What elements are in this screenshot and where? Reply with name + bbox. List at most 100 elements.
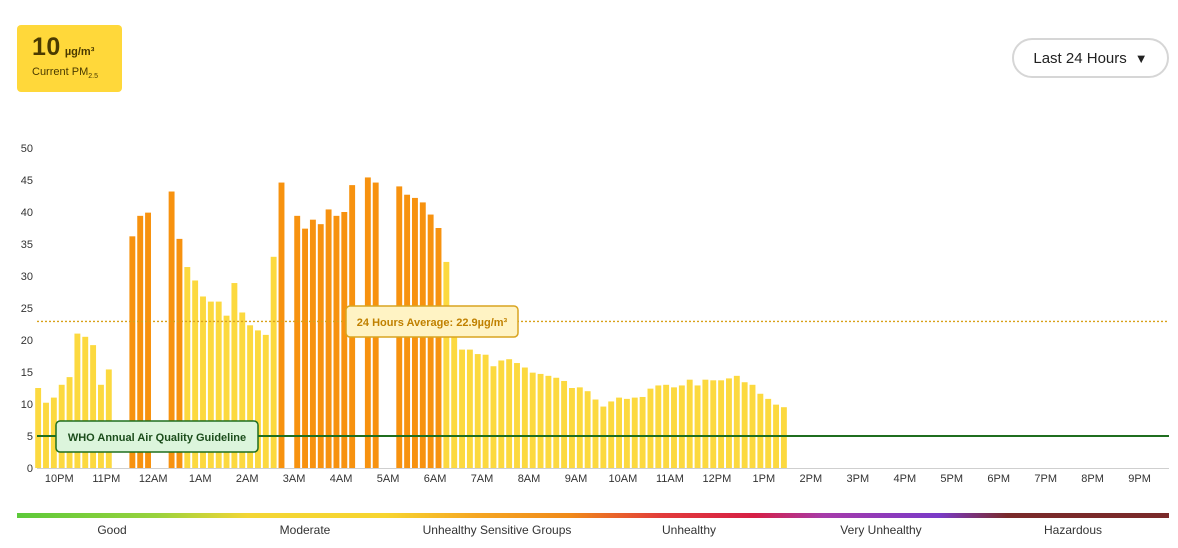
legend-label: Unhealthy Sensitive Groups <box>422 523 572 537</box>
legend-label: Very Unhealthy <box>840 523 922 537</box>
bar <box>647 388 654 468</box>
bar <box>302 228 308 468</box>
bar <box>443 261 450 468</box>
x-tick-label: 3AM <box>283 473 306 485</box>
current-pm25-value: 10 <box>32 33 61 61</box>
current-pm25-label: Current PM2.5 <box>32 66 122 80</box>
bar <box>137 215 144 468</box>
y-tick-label: 15 <box>21 367 33 379</box>
y-tick-label: 35 <box>21 239 33 251</box>
bar <box>231 283 238 468</box>
time-range-dropdown[interactable]: Last 24 Hours ▼ <box>1012 38 1169 78</box>
bar <box>663 384 670 468</box>
x-tick-label: 5PM <box>940 473 963 485</box>
bar <box>270 256 277 468</box>
bar <box>317 224 324 468</box>
bar <box>537 373 544 468</box>
who-guideline-label: WHO Annual Air Quality Guideline <box>68 432 246 444</box>
bar <box>184 267 191 468</box>
bar <box>427 214 434 468</box>
y-tick-label: 40 <box>21 207 33 219</box>
x-tick-label: 3PM <box>846 473 869 485</box>
x-tick-label: 2AM <box>236 473 259 485</box>
bar <box>561 380 568 468</box>
bar <box>451 313 458 468</box>
bar <box>223 315 230 468</box>
current-label-subscript: 2.5 <box>88 73 98 81</box>
x-tick-label: 4AM <box>330 473 353 485</box>
bar <box>35 388 42 468</box>
bar <box>514 363 520 468</box>
bar <box>255 330 261 468</box>
bar <box>576 387 583 468</box>
y-tick-label: 45 <box>21 175 33 187</box>
bar <box>639 396 646 468</box>
x-tick-label: 1PM <box>752 473 775 485</box>
bar <box>168 191 175 468</box>
bar <box>176 238 183 468</box>
pm25-bar-chart: 0 5 10 15 20 25 30 35 40 45 50 10PM 11PM 12AM 1AM 2AM 3A… <box>21 143 1169 485</box>
bar <box>702 379 709 468</box>
bar <box>506 359 513 468</box>
time-range-label: Last 24 Hours <box>1033 49 1127 67</box>
x-tick-label: 1AM <box>189 473 212 485</box>
x-tick-label: 11PM <box>92 473 120 485</box>
legend-label: Unhealthy <box>661 523 717 537</box>
bar <box>678 385 685 468</box>
x-tick-label: 4PM <box>893 473 916 485</box>
y-tick-label: 5 <box>27 431 33 443</box>
x-tick-label: 11AM <box>656 473 684 485</box>
bar <box>584 391 591 468</box>
bar <box>600 406 607 468</box>
bar <box>200 296 206 468</box>
bar <box>529 372 536 468</box>
current-pm25-unit: µg/m³ <box>64 46 95 58</box>
y-tick-label: 0 <box>27 463 33 475</box>
bar <box>325 209 332 468</box>
bar <box>192 280 199 468</box>
x-tick-label: 9AM <box>565 473 588 485</box>
x-tick-label: 8AM <box>518 473 541 485</box>
legend-label: Good <box>97 523 127 537</box>
bar <box>90 345 97 468</box>
bar <box>694 385 701 468</box>
triangle-down-icon: ▼ <box>1134 50 1148 66</box>
bar <box>655 385 662 468</box>
x-tick-label: 6PM <box>987 473 1010 485</box>
bar <box>623 398 630 468</box>
y-tick-label: 25 <box>21 303 33 315</box>
bar <box>294 215 301 468</box>
bar <box>733 375 740 468</box>
bar <box>435 228 442 468</box>
current-pm25-card: 10 µg/m³ Current PM2.5 <box>17 25 122 92</box>
y-tick-label: 10 <box>21 399 33 411</box>
bar <box>215 301 222 468</box>
bar <box>129 236 136 468</box>
bar <box>247 325 254 468</box>
bar <box>631 397 638 468</box>
aqi-scale-bar <box>17 513 1169 518</box>
bar <box>569 388 575 468</box>
y-tick-label: 50 <box>21 143 33 155</box>
bar <box>616 397 622 468</box>
x-tick-label: 2PM <box>799 473 822 485</box>
bar <box>545 375 552 468</box>
bar <box>521 367 528 468</box>
bar <box>608 401 615 468</box>
bar <box>780 407 787 468</box>
bar <box>309 219 316 468</box>
bar <box>726 378 732 468</box>
x-tick-label: 6AM <box>424 473 447 485</box>
bar <box>671 387 677 468</box>
bar <box>592 399 599 468</box>
bar <box>710 380 717 468</box>
x-tick-label: 12PM <box>703 473 732 485</box>
y-tick-label: 20 <box>21 335 33 347</box>
bar <box>341 212 348 468</box>
x-tick-label: 8PM <box>1081 473 1104 485</box>
average-label-box <box>345 305 519 338</box>
x-tick-label: 10PM <box>45 473 74 485</box>
bar <box>741 382 748 468</box>
x-tick-label: 7AM <box>471 473 494 485</box>
bar <box>333 215 340 468</box>
